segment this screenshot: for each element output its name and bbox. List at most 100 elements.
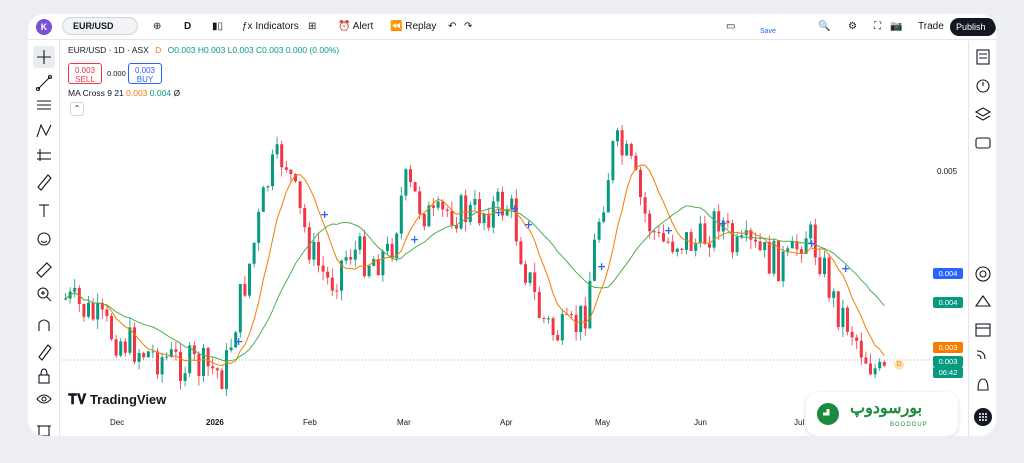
forecast-icon[interactable] — [37, 149, 51, 161]
candle — [588, 271, 592, 329]
templates-icon[interactable]: ⊞ — [308, 21, 317, 32]
save-button[interactable]: Save — [750, 16, 776, 35]
right-toolbar — [968, 41, 996, 436]
buy-button[interactable]: 0.003 BUY — [128, 63, 162, 84]
candle — [708, 235, 711, 257]
collapse-legend-button[interactable]: ⌃ — [70, 102, 84, 116]
settings-icon[interactable]: ⚙ — [848, 21, 857, 32]
candle — [560, 309, 564, 346]
candle — [813, 218, 817, 266]
eye-icon[interactable] — [36, 394, 52, 404]
sell-button[interactable]: 0.003 SELL — [68, 63, 102, 84]
candle — [363, 229, 366, 278]
candle — [266, 185, 270, 192]
zoom-icon[interactable] — [37, 287, 52, 302]
candle — [436, 196, 440, 211]
lock-icon[interactable] — [38, 368, 50, 384]
candle — [680, 248, 684, 254]
candle — [183, 366, 187, 387]
dividend-marker[interactable]: D — [894, 360, 904, 370]
replay-button[interactable]: ⏪ Replay — [390, 21, 437, 32]
trash-icon[interactable] — [37, 425, 51, 436]
candle — [547, 315, 550, 324]
alert-label: Alert — [352, 21, 374, 32]
magnet-icon[interactable] — [38, 319, 50, 331]
candle — [349, 249, 353, 265]
candle — [211, 357, 215, 375]
plus-icon[interactable]: ⊕ — [153, 21, 162, 32]
search-icon[interactable]: 🔍 — [818, 21, 831, 32]
candle — [450, 201, 454, 229]
candle — [151, 344, 155, 358]
fullscreen-icon[interactable]: ⛶ — [874, 21, 881, 32]
chat-icon[interactable] — [975, 137, 991, 149]
candle — [91, 297, 95, 322]
calendar-icon[interactable] — [975, 323, 991, 337]
candle — [119, 338, 123, 358]
stream-icon[interactable] — [976, 350, 986, 360]
interval-button[interactable]: D — [184, 21, 192, 32]
candlestick-chart[interactable]: + + + + + + + + + + + — [28, 14, 968, 436]
price-tag-last: 0.003 — [933, 356, 963, 367]
ma-fast-line — [65, 164, 885, 367]
watchlist-icon[interactable] — [976, 49, 990, 65]
ruler-icon[interactable] — [36, 262, 52, 278]
countdown-tag: 06:42 — [933, 367, 963, 378]
candle — [321, 255, 325, 281]
alarm-clock-icon[interactable] — [976, 79, 990, 93]
candle — [496, 187, 500, 210]
alert-button[interactable]: ⏰ Alert — [338, 21, 374, 32]
apps-icon[interactable] — [974, 408, 992, 426]
tv-logo-icon: 𝐓𝐕 — [68, 391, 87, 407]
lock-drawings-icon[interactable] — [38, 344, 52, 361]
candle — [215, 367, 219, 379]
target-icon[interactable] — [975, 266, 991, 282]
indicators-button[interactable]: ƒx Indicators — [242, 21, 299, 32]
candle — [96, 293, 100, 330]
candle — [501, 186, 504, 221]
candle — [160, 352, 164, 383]
price-tag-slow-ma: 0.004 — [933, 297, 963, 308]
text-icon[interactable] — [39, 204, 49, 217]
candle — [850, 326, 854, 346]
ma-cross-marker: + — [841, 262, 850, 275]
candle — [836, 291, 840, 331]
indicator-legend[interactable]: MA Cross 9 21 0.003 0.004 Ø — [68, 88, 180, 98]
price-tag-cross: 0.004 — [933, 268, 963, 279]
trade-button[interactable]: Trade — [918, 21, 944, 32]
candle — [284, 160, 288, 173]
candle — [100, 298, 104, 320]
candle — [202, 344, 205, 382]
candle — [767, 235, 771, 274]
candle — [376, 253, 380, 276]
brush-icon[interactable] — [37, 174, 52, 191]
brand-text: بورسودوپ — [850, 400, 923, 417]
candle — [611, 140, 615, 184]
emoji-icon[interactable] — [37, 232, 51, 246]
candle — [542, 316, 546, 324]
fib-icon[interactable] — [37, 100, 51, 110]
indicator-suffix: Ø — [173, 88, 181, 98]
undo-icon[interactable]: ↶ — [448, 21, 457, 32]
trendline-icon[interactable] — [35, 74, 53, 92]
screenshot-icon[interactable]: 📷 — [890, 21, 903, 32]
symbol-legend: EUR/USD · 1D · ASX D O0.003 H0.003 L0.00… — [68, 45, 339, 55]
candle — [671, 234, 675, 254]
candle-type-icon[interactable]: ▮▯ — [212, 21, 224, 32]
pattern-icon[interactable] — [36, 123, 52, 138]
ma-slow-line — [65, 205, 885, 362]
app-logo-icon[interactable]: K — [36, 19, 52, 35]
candle — [399, 186, 403, 240]
layers-icon[interactable] — [974, 107, 992, 121]
brand-subtext: BOODOUP — [890, 422, 928, 428]
redo-icon[interactable]: ↷ — [464, 21, 473, 32]
layout-icon[interactable]: ▭ — [726, 21, 736, 32]
candle — [344, 250, 348, 265]
crosshair-icon[interactable] — [33, 46, 55, 68]
ideas-icon[interactable] — [974, 295, 992, 307]
publish-button[interactable]: Publish — [950, 18, 996, 36]
symbol-search-button[interactable]: EUR/USD — [62, 17, 138, 35]
candle — [703, 215, 707, 245]
candle — [873, 363, 877, 379]
bell-icon[interactable] — [977, 378, 989, 391]
